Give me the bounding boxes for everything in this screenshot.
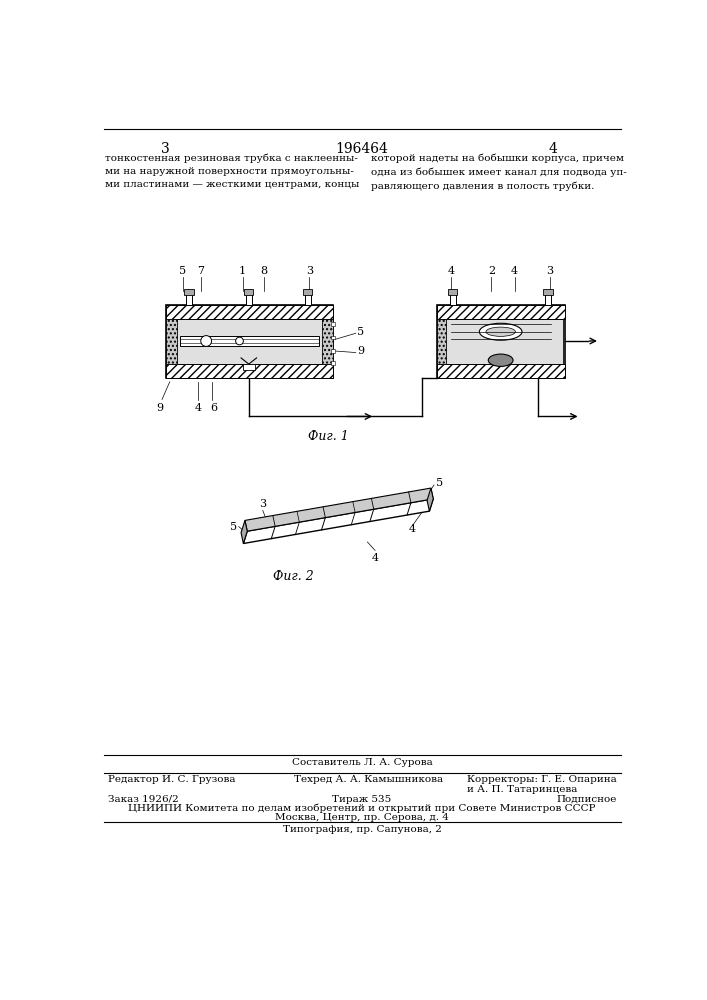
Text: Редактор И. С. Грузова: Редактор И. С. Грузова	[107, 775, 235, 784]
Bar	[543, 289, 553, 295]
Bar	[437, 319, 446, 364]
Text: Типография, пр. Сапунова, 2: Типография, пр. Сапунова, 2	[283, 825, 441, 834]
Bar	[303, 289, 312, 295]
Text: 5: 5	[357, 327, 364, 337]
Bar	[166, 319, 177, 364]
Text: Москва, Центр, пр. Серова, д. 4: Москва, Центр, пр. Серова, д. 4	[275, 813, 449, 822]
Text: 4: 4	[549, 142, 558, 156]
Text: ЦНИИПИ Комитета по делам изобретений и открытий при Совете Министров СССР: ЦНИИПИ Комитета по делам изобретений и о…	[128, 804, 596, 813]
Text: Подписное: Подписное	[556, 795, 617, 804]
Text: 8: 8	[261, 266, 268, 276]
Circle shape	[235, 337, 243, 345]
Text: 7: 7	[197, 266, 204, 276]
Text: Фиг. 1: Фиг. 1	[308, 430, 349, 443]
Text: 4: 4	[372, 553, 379, 563]
Text: Тираж 535: Тираж 535	[332, 795, 392, 804]
Text: 5: 5	[436, 478, 443, 488]
Ellipse shape	[479, 323, 522, 340]
Bar	[331, 361, 335, 365]
Polygon shape	[243, 499, 433, 544]
Bar	[322, 319, 332, 364]
Text: которой надеты на бобышки корпуса, причем
одна из бобышек имеет канал для подвод: которой надеты на бобышки корпуса, приче…	[371, 154, 627, 191]
Text: 3: 3	[259, 499, 267, 509]
Polygon shape	[245, 488, 433, 531]
Bar	[331, 322, 335, 326]
Text: Корректоры: Г. Е. Опарина: Корректоры: Г. Е. Опарина	[467, 775, 617, 784]
Text: 4: 4	[195, 403, 202, 413]
Bar	[166, 305, 332, 378]
Text: и А. П. Татаринцева: и А. П. Татаринцева	[467, 785, 577, 794]
Polygon shape	[427, 488, 433, 511]
Text: тонкостенная резиновая трубка с наклеенны-
ми на наружной поверхности прямоуголь: тонкостенная резиновая трубка с наклеенн…	[105, 154, 360, 189]
Text: 6: 6	[211, 403, 218, 413]
Bar	[437, 364, 565, 378]
Bar	[180, 336, 319, 346]
Bar	[243, 364, 255, 370]
Bar	[437, 305, 565, 378]
Text: 4: 4	[511, 266, 518, 276]
Bar	[450, 294, 456, 305]
Text: 3: 3	[305, 266, 312, 276]
Text: 1: 1	[239, 266, 246, 276]
Text: 196464: 196464	[336, 142, 388, 156]
Text: Заказ 1926/2: Заказ 1926/2	[107, 795, 178, 804]
Text: Техред А. А. Камышникова: Техред А. А. Камышникова	[293, 775, 443, 784]
Text: Составитель Л. А. Сурова: Составитель Л. А. Сурова	[291, 758, 432, 767]
Text: 3: 3	[161, 142, 170, 156]
Bar	[437, 305, 565, 319]
Text: 4: 4	[409, 524, 416, 534]
Text: 5: 5	[230, 522, 237, 532]
Text: 9: 9	[156, 403, 163, 413]
Bar	[331, 336, 335, 339]
Ellipse shape	[486, 327, 515, 336]
Ellipse shape	[489, 354, 513, 366]
Text: 2: 2	[488, 266, 495, 276]
Circle shape	[201, 336, 211, 346]
Bar	[331, 349, 335, 353]
Bar	[545, 294, 551, 305]
Bar	[440, 319, 563, 364]
Bar	[166, 364, 332, 378]
Text: Фиг. 2: Фиг. 2	[274, 570, 314, 583]
Bar	[244, 289, 253, 295]
Bar	[185, 289, 194, 295]
Text: 3: 3	[546, 266, 553, 276]
Text: 4: 4	[448, 266, 455, 276]
Polygon shape	[241, 520, 247, 544]
Bar	[246, 294, 252, 305]
Bar	[168, 319, 330, 364]
Text: 5: 5	[180, 266, 187, 276]
Text: 9: 9	[357, 346, 364, 356]
Bar	[186, 294, 192, 305]
Bar	[448, 289, 457, 295]
Bar	[305, 294, 311, 305]
Bar	[166, 305, 332, 319]
